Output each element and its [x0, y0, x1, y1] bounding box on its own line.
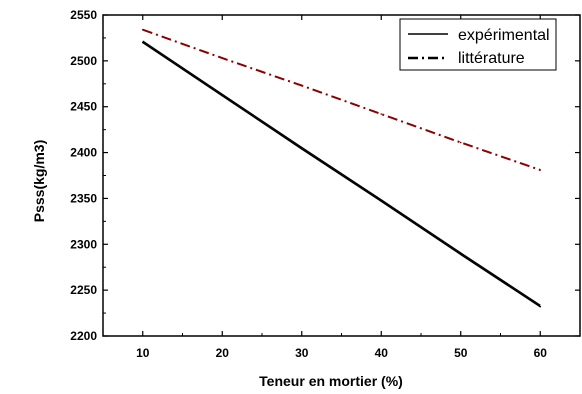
series-lines [141, 28, 542, 308]
series-line-0 [142, 41, 541, 308]
y-axis-title: Psss(kg/m3) [31, 140, 47, 222]
x-axis-ticks: 10 20 30 40 50 60 [136, 15, 547, 360]
x-tick-label: 10 [136, 346, 150, 360]
y-tick-label: 2250 [70, 283, 97, 297]
data-point [300, 148, 303, 150]
y-tick-label: 2550 [70, 8, 97, 22]
data-point [539, 305, 542, 308]
legend-box [399, 18, 557, 71]
x-axis-title: Teneur en mortier (%) [259, 373, 403, 389]
data-point [459, 141, 462, 144]
y-tick-label: 2500 [70, 54, 97, 68]
data-point [141, 41, 144, 44]
x-tick-label: 50 [454, 346, 468, 360]
data-point [221, 94, 224, 97]
data-point [141, 28, 144, 31]
y-tick-label: 2300 [70, 237, 97, 251]
data-point [539, 169, 542, 171]
x-tick-label: 20 [216, 346, 230, 360]
y-axis-ticks: 2200 2250 2300 2350 2400 2450 2500 2550 [70, 8, 580, 343]
y-tick-label: 2400 [70, 146, 97, 160]
data-point [380, 200, 383, 202]
x-tick-label: 40 [375, 346, 389, 360]
data-point [221, 57, 224, 59]
x-tick-label: 30 [295, 346, 309, 360]
legend-label-litterature: littérature [458, 50, 525, 67]
legend: expérimental littérature [399, 18, 557, 71]
legend-label-experimental: expérimental [458, 27, 550, 44]
data-point [380, 113, 383, 115]
y-tick-label: 2350 [70, 191, 97, 205]
y-tick-label: 2200 [70, 329, 97, 343]
data-point [300, 84, 303, 87]
y-tick-label: 2450 [70, 100, 97, 114]
x-tick-label: 60 [534, 346, 548, 360]
data-point [459, 253, 462, 256]
series-line-shadow [142, 40, 541, 306]
